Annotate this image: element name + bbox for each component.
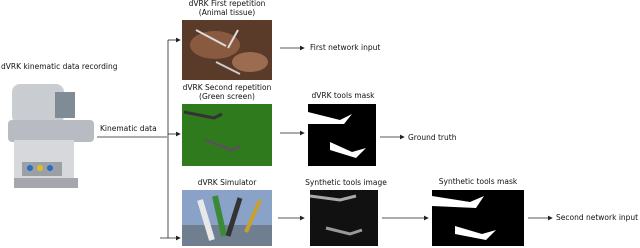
row1-output: First network input	[310, 43, 380, 52]
row3-output: Second network input	[556, 213, 638, 222]
green-screen-image	[182, 104, 272, 166]
tissue-image	[182, 20, 272, 80]
robot-image	[8, 84, 94, 188]
synthetic-mask	[432, 190, 524, 246]
row2-title: (Green screen)	[199, 92, 255, 101]
row1-title: (Animal tissue)	[199, 8, 255, 17]
synthetic-image	[309, 190, 378, 246]
row2-output: Ground truth	[408, 133, 457, 142]
synthetic-mask-title: Synthetic tools mask	[439, 177, 518, 186]
row2-title: dVRK Second repetition	[183, 83, 272, 92]
mask-title: dVRK tools mask	[311, 91, 375, 100]
row1-title: dVRK First repetition	[189, 0, 266, 8]
synthetic-image-title: Synthetic tools image	[305, 178, 387, 187]
tools-mask	[308, 104, 376, 166]
robot-title: dVRK kinematic data recording	[1, 62, 118, 71]
row3-title: dVRK Simulator	[198, 178, 258, 187]
edge-label: Kinematic data	[100, 124, 157, 133]
simulator-image	[182, 190, 272, 246]
